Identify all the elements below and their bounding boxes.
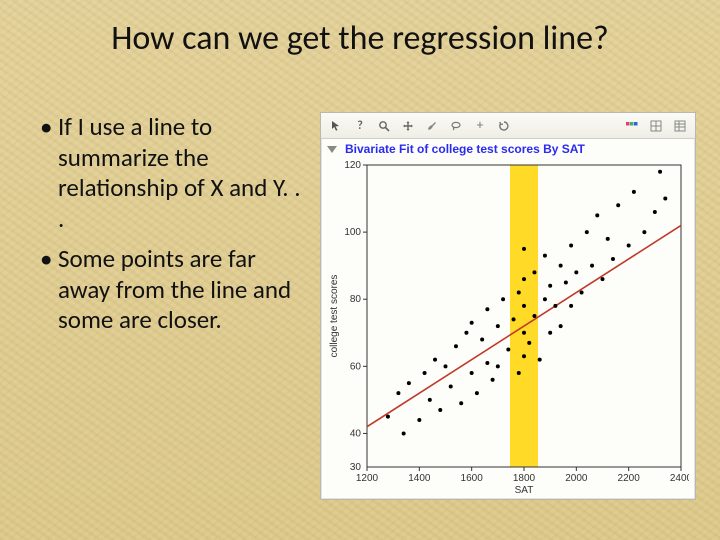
- svg-text:SAT: SAT: [515, 485, 534, 495]
- svg-text:2200: 2200: [618, 473, 641, 484]
- bullet-list: If I use a line to summarize the relatio…: [36, 112, 306, 500]
- svg-text:40: 40: [350, 428, 362, 439]
- crosshair-icon[interactable]: +: [469, 116, 491, 136]
- slide-title: How can we get the regression line?: [0, 18, 720, 59]
- plot-area: 1200 1400 1600 1800 2000 2200 2400 40 60 80 100 120…: [321, 157, 695, 499]
- svg-text:120: 120: [344, 160, 361, 171]
- reset-icon[interactable]: [493, 116, 515, 136]
- grid-icon[interactable]: [645, 116, 667, 136]
- lasso-icon[interactable]: [445, 116, 467, 136]
- svg-text:80: 80: [350, 294, 362, 305]
- zoom-icon[interactable]: [373, 116, 395, 136]
- bullet-item: If I use a line to summarize the relatio…: [36, 112, 306, 234]
- pointer-icon[interactable]: [325, 116, 347, 136]
- svg-text:60: 60: [350, 361, 362, 372]
- slide-body: If I use a line to summarize the relatio…: [36, 112, 696, 500]
- svg-text:30: 30: [350, 462, 362, 473]
- disclosure-triangle-icon[interactable]: [327, 146, 337, 153]
- chart-title: Bivariate Fit of college test scores By …: [345, 142, 585, 156]
- chart-header: Bivariate Fit of college test scores By …: [321, 139, 695, 157]
- chart-panel: ?+ Bivariate Fit of college test scores …: [320, 112, 696, 500]
- chart-toolbar: ?+: [321, 113, 695, 139]
- help-icon[interactable]: ?: [349, 116, 371, 136]
- bullet-item: Some points are far away from the line a…: [36, 244, 306, 336]
- svg-text:1200: 1200: [356, 473, 379, 484]
- svg-text:college test scores: college test scores: [329, 275, 340, 358]
- svg-text:1600: 1600: [461, 473, 484, 484]
- pan-icon[interactable]: [397, 116, 419, 136]
- svg-text:2000: 2000: [565, 473, 588, 484]
- scatter-plot: 1200 1400 1600 1800 2000 2200 2400 40 60 80 100 120…: [325, 159, 689, 495]
- svg-text:1800: 1800: [513, 473, 536, 484]
- svg-text:100: 100: [344, 227, 361, 238]
- svg-text:2400: 2400: [670, 473, 689, 484]
- slide: How can we get the regression line? If I…: [0, 0, 720, 540]
- palette-icon[interactable]: [621, 116, 643, 136]
- table-icon[interactable]: [669, 116, 691, 136]
- svg-text:1400: 1400: [408, 473, 431, 484]
- brush-icon[interactable]: [421, 116, 443, 136]
